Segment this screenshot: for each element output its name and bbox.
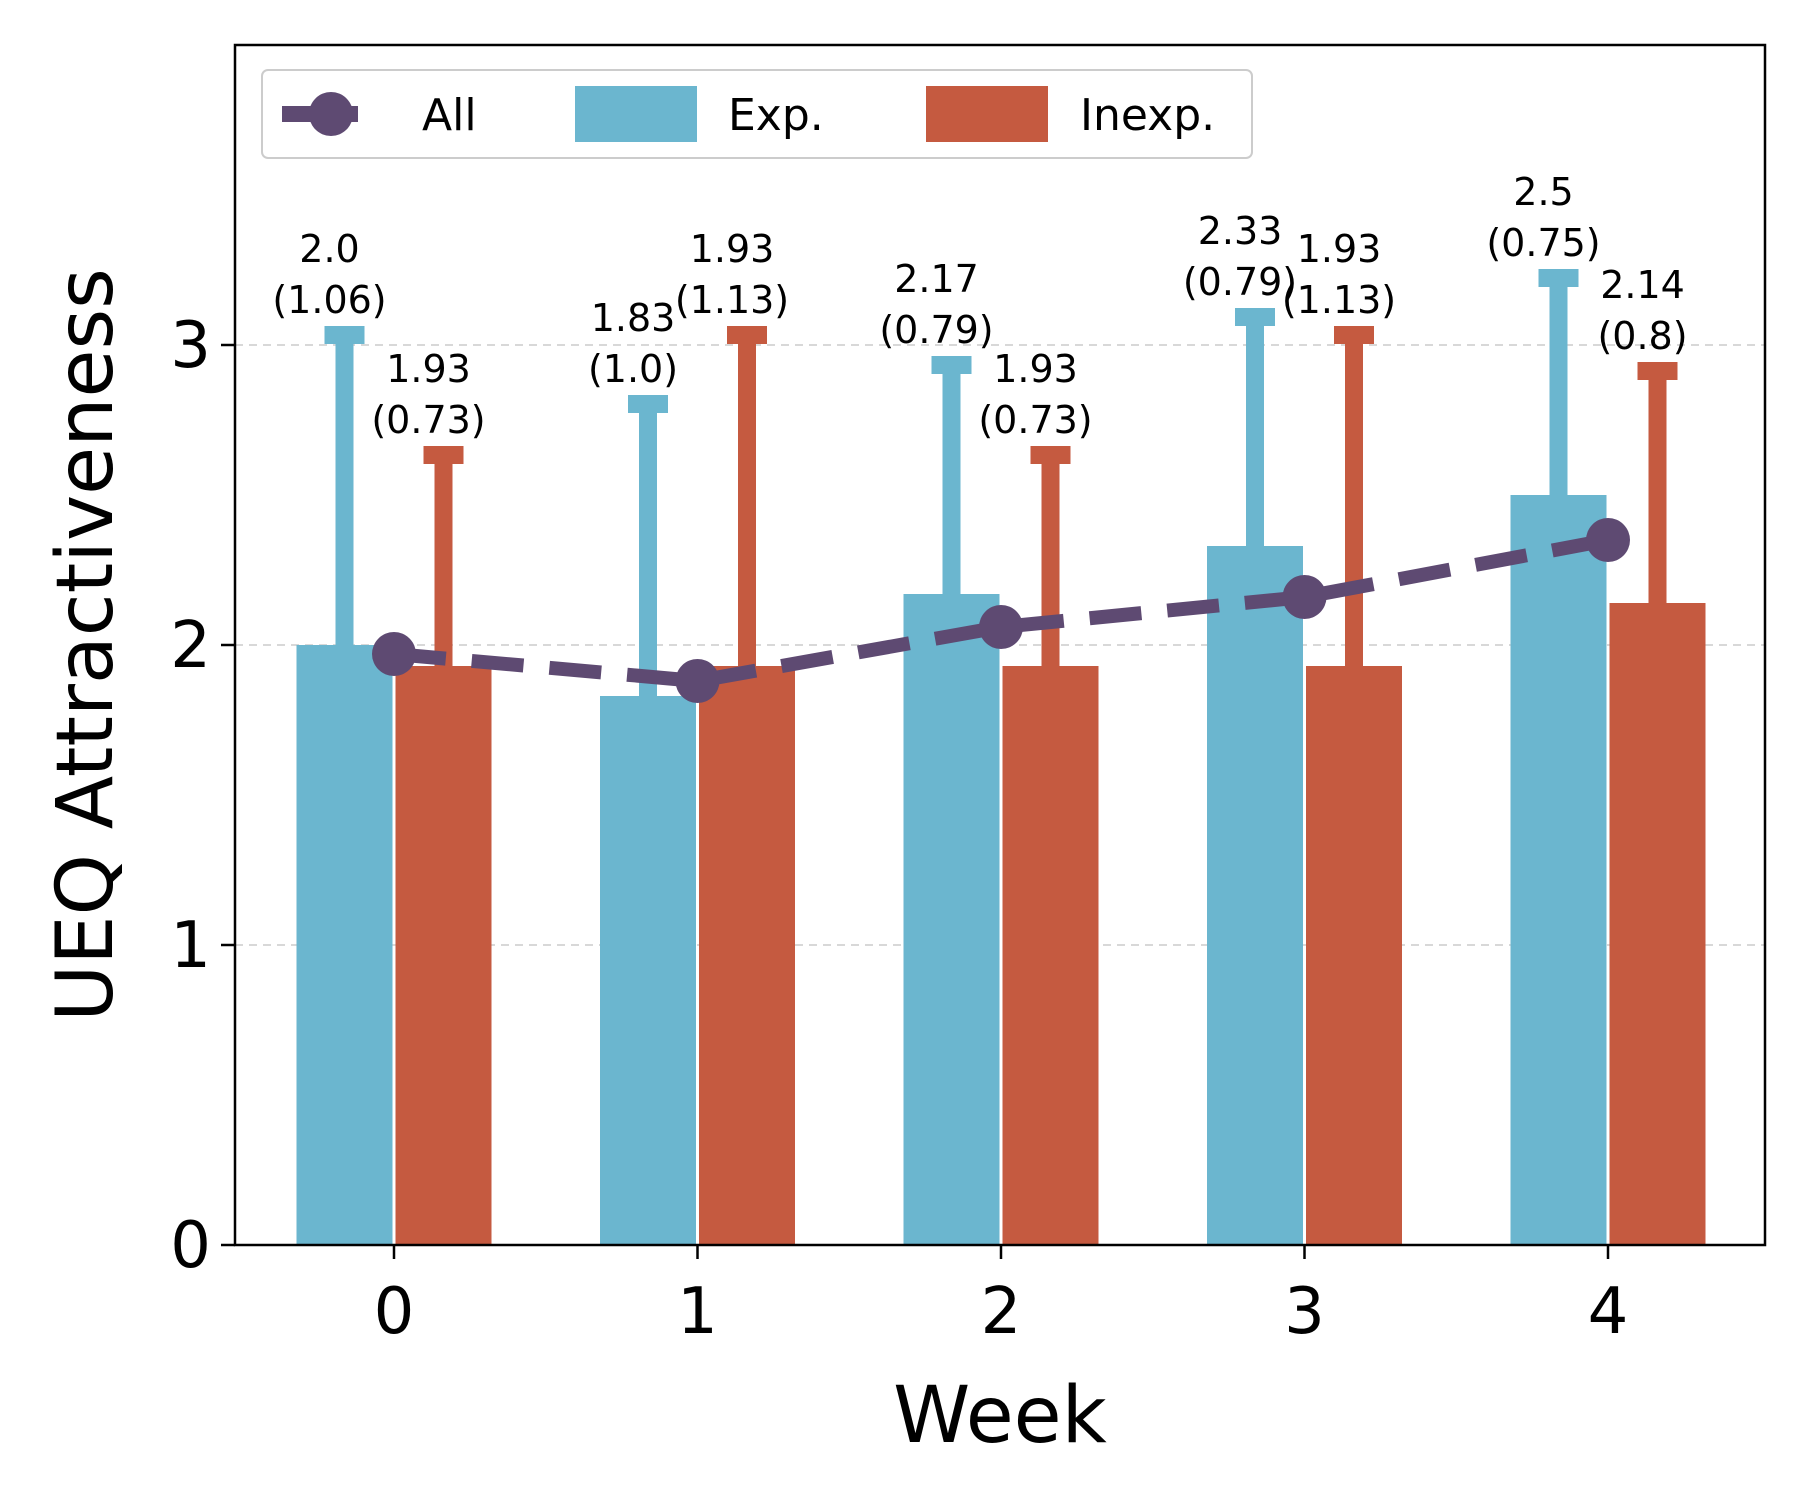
y-tick-label-1: 1 (170, 909, 211, 983)
x-tick-label-3: 3 (1284, 1275, 1325, 1349)
y-tick-label-3: 3 (170, 309, 211, 383)
all-marker-week-2 (979, 605, 1023, 649)
legend-all-label: All (422, 90, 477, 141)
data-label-mean-inexp-week-3: 1.93 (1297, 227, 1382, 271)
data-label-mean-exp-week-4: 2.5 (1513, 170, 1573, 214)
all-marker-week-0 (372, 632, 416, 676)
data-labels: 2.0 (1.06) 1.83 (1.0) 2.17 (0.79) 2.33 (0.79) 2.… (272, 170, 1687, 442)
y-tick-label-0: 0 (170, 1209, 211, 1283)
all-marker-week-4 (1586, 518, 1630, 562)
data-label-mean-inexp-week-0: 1.93 (386, 347, 471, 391)
data-label-sd-exp-week-4: (0.75) (1486, 221, 1600, 265)
data-label-mean-exp-week-2: 2.17 (894, 257, 979, 301)
data-label-sd-inexp-week-1: (1.13) (675, 278, 789, 322)
bar-inexp-week-1 (699, 666, 795, 1245)
bars (296, 495, 1706, 1245)
data-label-mean-inexp-week-2: 1.93 (993, 347, 1078, 391)
legend-exp-label: Exp. (728, 90, 824, 141)
x-axis-label: Week (893, 1371, 1107, 1461)
data-label-mean-inexp-week-1: 1.93 (690, 227, 775, 271)
data-label-mean-exp-week-0: 2.0 (299, 227, 359, 271)
bar-exp-week-0 (296, 645, 393, 1245)
data-label-mean-exp-week-1: 1.83 (591, 296, 676, 340)
legend: All Exp. Inexp. (261, 69, 1253, 159)
bar-inexp-week-2 (1002, 666, 1099, 1245)
bar-exp-week-2 (903, 594, 1000, 1245)
data-label-sd-exp-week-2: (0.79) (879, 308, 993, 352)
all-line (372, 518, 1630, 703)
all-series-line (393, 533, 1610, 689)
data-label-sd-exp-week-0: (1.06) (272, 278, 386, 322)
data-label-sd-inexp-week-2: (0.73) (978, 398, 1092, 442)
x-tick-label-4: 4 (1588, 1275, 1629, 1349)
all-marker-week-3 (1282, 575, 1327, 619)
legend-exp-swatch (575, 86, 697, 142)
data-label-sd-exp-week-1: (1.0) (588, 347, 678, 391)
legend-inexp-label: Inexp. (1080, 90, 1215, 141)
data-label-sd-exp-week-3: (0.79) (1183, 260, 1297, 304)
data-label-mean-inexp-week-4: 2.14 (1600, 263, 1685, 307)
data-label-mean-exp-week-3: 2.33 (1198, 209, 1283, 253)
axes: 0 1 2 3 0 1 2 3 4 (170, 309, 1628, 1349)
data-label-sd-inexp-week-4: (0.8) (1597, 314, 1687, 358)
all-marker-week-1 (675, 659, 720, 703)
x-tick-label-1: 1 (677, 1275, 718, 1349)
data-label-sd-inexp-week-0: (0.73) (371, 398, 485, 442)
bar-inexp-week-4 (1609, 603, 1706, 1245)
legend-inexp-swatch (926, 86, 1048, 142)
data-label-sd-inexp-week-3: (1.13) (1282, 278, 1396, 322)
x-tick-label-0: 0 (374, 1275, 415, 1349)
error-bars (324, 269, 1678, 696)
x-tick-label-2: 2 (981, 1275, 1022, 1349)
bar-exp-week-4 (1510, 495, 1607, 1245)
legend-all-marker (309, 92, 353, 136)
bar-exp-week-1 (600, 696, 696, 1245)
bar-inexp-week-3 (1306, 666, 1402, 1245)
y-axis-label: UEQ Attractiveness (41, 268, 131, 1022)
bar-exp-week-3 (1207, 546, 1303, 1245)
y-tick-label-2: 2 (170, 609, 211, 683)
bar-inexp-week-0 (395, 666, 492, 1245)
